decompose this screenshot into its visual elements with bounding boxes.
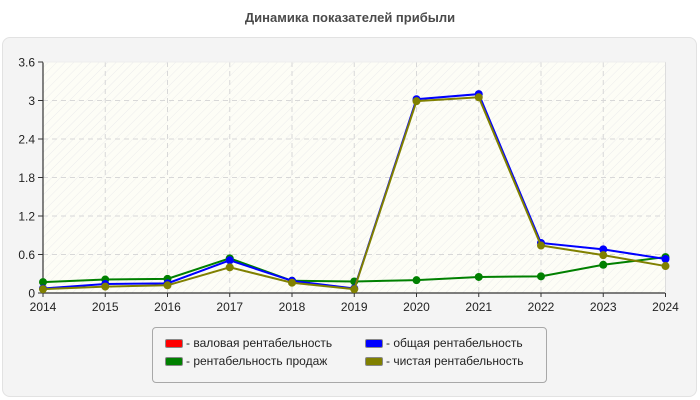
x-tick-label: 2014 xyxy=(30,300,57,314)
legend-label: - общая рентабельность xyxy=(386,336,523,350)
data-point xyxy=(225,256,234,265)
data-point xyxy=(661,254,670,263)
data-point xyxy=(661,262,670,271)
data-point xyxy=(101,282,110,291)
data-point xyxy=(39,285,47,294)
chart-title: Динамика показателей прибыли xyxy=(244,10,456,25)
legend-swatch-blue xyxy=(365,338,383,348)
y-tick-label: 3.6 xyxy=(18,56,35,70)
data-point xyxy=(474,272,483,281)
legend-swatch-green xyxy=(165,356,183,366)
x-tick-label: 2021 xyxy=(465,300,492,314)
y-tick-label: 2.4 xyxy=(18,133,35,147)
legend-item-total-margin[interactable]: - общая рентабельность xyxy=(365,336,523,350)
plot-area: 0 0.6 1.2 1.8 2.4 3 3.6 2014 2015 2016 2017 2018 201… xyxy=(18,56,679,315)
y-tick-label: 1.8 xyxy=(18,171,35,185)
x-tick-label: 2022 xyxy=(528,300,555,314)
data-point xyxy=(288,278,296,287)
y-tick-label: 0 xyxy=(28,287,35,301)
y-tick-label: 1.2 xyxy=(18,210,35,224)
legend-label: - рентабельность продаж xyxy=(186,354,328,368)
x-tick-label: 2017 xyxy=(216,300,243,314)
data-point xyxy=(599,245,608,254)
y-tick-label: 3 xyxy=(28,94,35,108)
data-point xyxy=(599,260,608,269)
data-point xyxy=(225,263,234,272)
legend-label: - чистая рентабельность xyxy=(386,354,524,368)
legend-label: - валовая рентабельность xyxy=(186,336,333,350)
x-tick-label: 2020 xyxy=(403,300,430,314)
x-tick-label: 2016 xyxy=(154,300,181,314)
data-point xyxy=(412,276,421,285)
data-point xyxy=(599,251,608,260)
x-tick-label: 2024 xyxy=(652,300,679,314)
legend: - валовая рентабельность - общая рентабе… xyxy=(152,327,547,383)
x-tick-label: 2023 xyxy=(590,300,617,314)
legend-swatch-red xyxy=(165,338,183,348)
x-tick-label: 2015 xyxy=(92,300,119,314)
x-tick-label: 2018 xyxy=(279,300,306,314)
legend-item-gross-margin[interactable]: - валовая рентабельность xyxy=(165,336,332,350)
data-point xyxy=(350,285,359,294)
data-point xyxy=(474,93,483,102)
data-point xyxy=(537,272,545,281)
data-point xyxy=(537,241,545,250)
data-point xyxy=(39,278,47,287)
data-point xyxy=(163,281,172,290)
legend-swatch-olive xyxy=(365,356,383,366)
y-tick-label: 0.6 xyxy=(18,248,35,262)
legend-item-net-margin[interactable]: - чистая рентабельность xyxy=(365,354,523,368)
x-tick-label: 2019 xyxy=(341,300,368,314)
legend-item-sales-margin[interactable]: - рентабельность продаж xyxy=(165,354,327,368)
data-point xyxy=(412,97,421,106)
